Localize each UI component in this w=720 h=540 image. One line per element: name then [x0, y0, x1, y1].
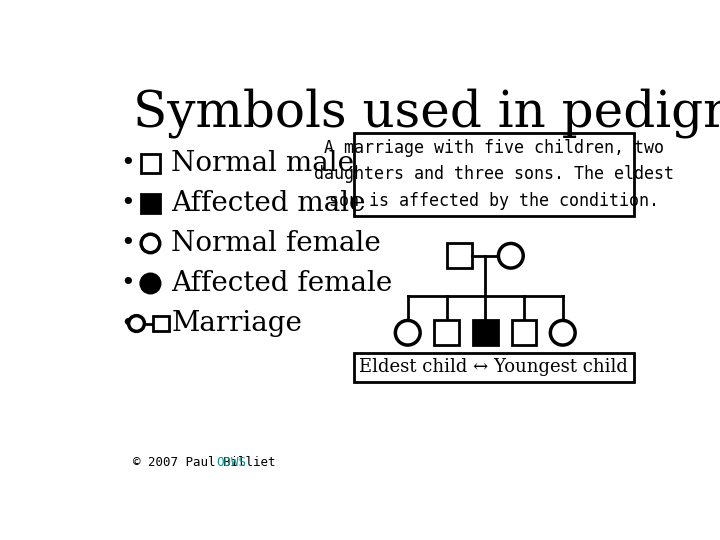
Text: Marriage: Marriage	[171, 310, 302, 337]
Circle shape	[498, 244, 523, 268]
Text: ODWS: ODWS	[216, 456, 246, 469]
Bar	[153, 316, 168, 332]
Circle shape	[395, 320, 420, 345]
Text: Eldest child ↔ Youngest child: Eldest child ↔ Youngest child	[359, 359, 629, 376]
Bar	[434, 320, 459, 345]
Text: •: •	[120, 232, 135, 255]
Text: Affected female: Affected female	[171, 270, 392, 297]
Text: •: •	[120, 151, 135, 176]
Bar	[473, 320, 498, 345]
Bar	[141, 194, 160, 213]
Text: Normal male: Normal male	[171, 150, 354, 177]
Bar	[512, 320, 536, 345]
Text: Affected male: Affected male	[171, 190, 366, 217]
Bar	[354, 353, 634, 382]
Circle shape	[129, 316, 145, 332]
Circle shape	[141, 234, 160, 253]
Text: Normal female: Normal female	[171, 230, 381, 257]
Text: •: •	[120, 272, 135, 295]
Text: Symbols used in pedigree charts: Symbols used in pedigree charts	[132, 87, 720, 138]
Text: •: •	[120, 191, 135, 215]
Text: © 2007 Paul Billiet: © 2007 Paul Billiet	[132, 456, 283, 469]
Text: •: •	[120, 312, 135, 335]
Circle shape	[141, 274, 160, 293]
Bar	[447, 244, 472, 268]
Bar	[141, 154, 160, 173]
Text: A marriage with five children, two
daughters and three sons. The eldest
son is a: A marriage with five children, two daugh…	[314, 139, 674, 210]
Circle shape	[550, 320, 575, 345]
Bar	[354, 132, 634, 215]
